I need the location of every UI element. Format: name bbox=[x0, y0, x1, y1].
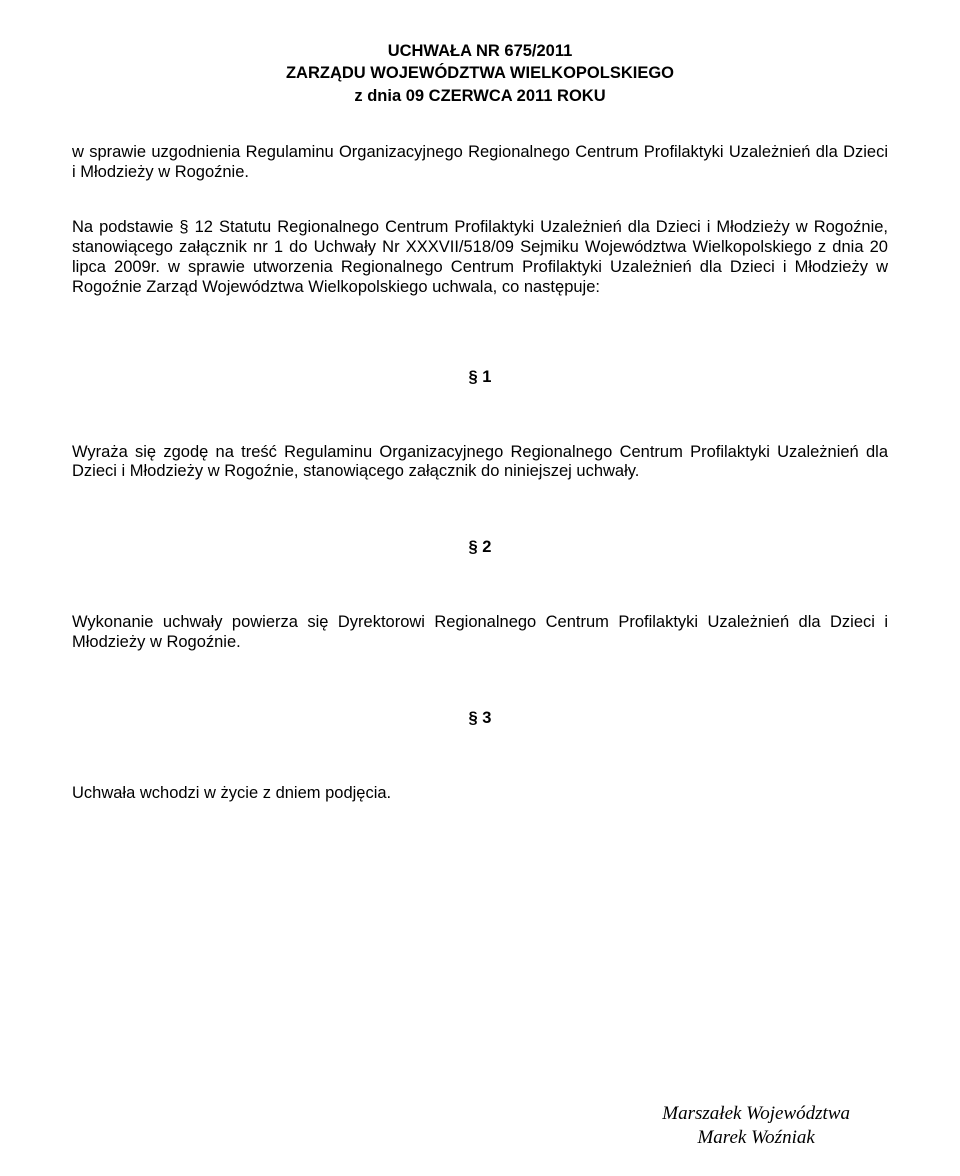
document-header: UCHWAŁA NR 675/2011 ZARZĄDU WOJEWÓDZTWA … bbox=[72, 40, 888, 107]
signature-block: Marszałek Województwa Marek Woźniak bbox=[662, 1102, 850, 1151]
section-1-text: Wyraża się zgodę na treść Regulaminu Org… bbox=[72, 443, 888, 483]
legal-basis-paragraph: Na podstawie § 12 Statutu Regionalnego C… bbox=[72, 218, 888, 297]
header-line-1: UCHWAŁA NR 675/2011 bbox=[72, 40, 888, 62]
header-line-2: ZARZĄDU WOJEWÓDZTWA WIELKOPOLSKIEGO bbox=[72, 62, 888, 84]
section-2-marker: § 2 bbox=[72, 538, 888, 557]
section-2-text: Wykonanie uchwały powierza się Dyrektoro… bbox=[72, 613, 888, 653]
intro-paragraph: w sprawie uzgodnienia Regulaminu Organiz… bbox=[72, 143, 888, 183]
section-3-marker: § 3 bbox=[72, 709, 888, 728]
header-line-3: z dnia 09 CZERWCA 2011 ROKU bbox=[72, 85, 888, 107]
section-3-text: Uchwała wchodzi w życie z dniem podjęcia… bbox=[72, 784, 888, 804]
section-1-marker: § 1 bbox=[72, 368, 888, 387]
signature-title: Marszałek Województwa bbox=[662, 1102, 850, 1127]
signature-name: Marek Woźniak bbox=[662, 1126, 850, 1151]
